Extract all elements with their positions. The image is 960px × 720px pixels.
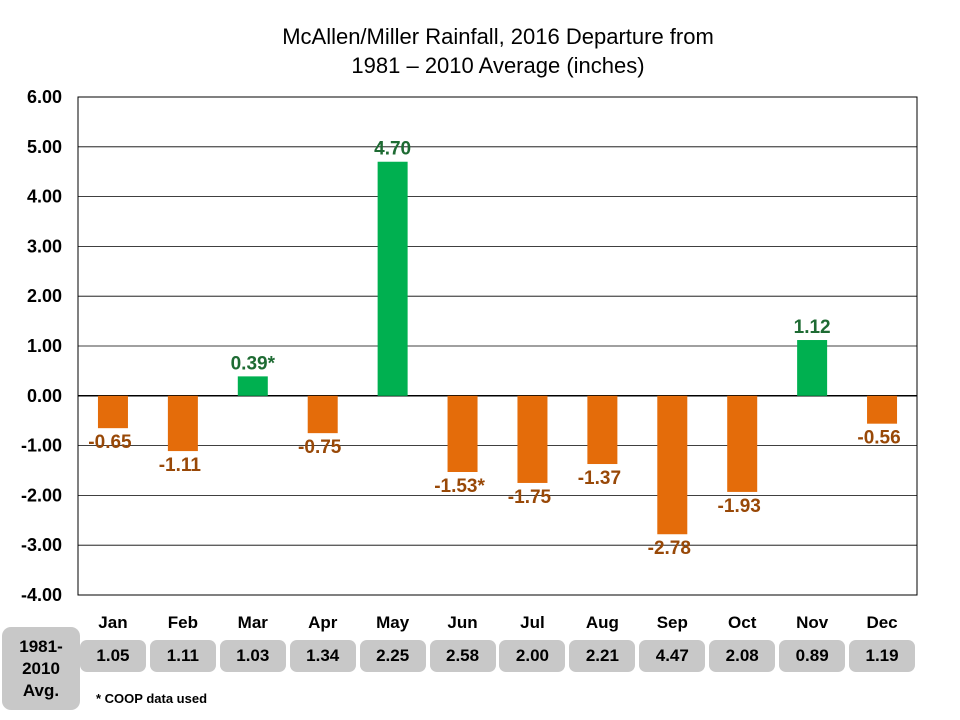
bar-nov [797,340,828,396]
average-value-oct: 2.08 [709,640,776,672]
y-tick-label: 5.00 [27,137,62,157]
month-label-jan: Jan [98,613,127,632]
data-label-dec: -0.56 [857,428,900,449]
y-tick-label: 6.00 [27,87,62,107]
bar-dec [867,395,898,424]
data-label-sep: -2.78 [648,538,691,559]
month-label-may: May [376,613,410,632]
average-value-dec: 1.19 [849,640,916,672]
title-line-2: 1981 – 2010 Average (inches) [351,53,644,78]
month-label-jul: Jul [520,613,545,632]
y-tick-label: 4.00 [27,187,62,207]
average-value-apr: 1.34 [289,640,356,672]
average-value-jul: 2.00 [499,640,566,672]
month-label-sep: Sep [657,613,688,632]
average-value-sep: 4.47 [639,640,706,672]
chart-title: McAllen/Miller Rainfall, 2016 Departure … [282,24,714,78]
bar-jun [447,395,478,472]
y-axis-ticks: 6.00 5.00 4.00 3.00 2.00 1.00 0.00 -1.00 -2.00 -3… [21,87,62,605]
average-value-jun: 2.58 [429,640,496,672]
month-label-jun: Jun [447,613,477,632]
bar-may [377,161,408,396]
month-label-oct: Oct [728,613,757,632]
month-label-dec: Dec [866,613,897,632]
bars [97,161,898,535]
y-tick-label: -3.00 [21,535,62,555]
plot-frame [77,96,918,596]
average-value-jan: 1.05 [79,640,146,672]
data-label-apr: -0.75 [298,437,342,458]
y-tick-label: -4.00 [21,585,62,605]
bar-mar [237,376,268,396]
month-label-aug: Aug [586,613,619,632]
average-value-nov: 0.89 [779,640,846,672]
data-label-feb: -1.11 [159,455,202,476]
y-tick-label: 3.00 [27,236,62,256]
y-tick-label: -2.00 [21,485,62,505]
footnote: * COOP data used [96,691,208,706]
average-row-title: 1981- 2010 Avg. [2,627,80,710]
grid-lines [77,96,918,596]
y-tick-label: -1.00 [21,436,62,456]
data-label-aug: -1.37 [578,468,621,489]
average-value-may: 2.25 [359,640,426,672]
data-label-oct: -1.93 [718,496,761,517]
data-label-jul: -1.75 [508,487,552,508]
average-value-mar: 1.03 [219,640,286,672]
month-labels: Jan Feb Mar Apr May Jun Jul Aug Sep Oct Nov Dec [98,613,897,632]
bar-apr [307,395,338,434]
bar-jan [97,395,128,429]
y-tick-label: 1.00 [27,336,62,356]
bar-oct [727,395,758,492]
bar-feb [167,395,198,452]
data-label-jan: -0.65 [88,432,132,453]
data-label-mar: 0.39* [231,353,276,374]
data-labels: -0.65 -1.11 0.39* -0.75 4.70 -1.53* -1.75 -1.37… [88,139,900,560]
month-label-apr: Apr [308,613,338,632]
average-value-feb: 1.11 [149,640,216,672]
title-line-1: McAllen/Miller Rainfall, 2016 Departure … [282,24,714,49]
bar-sep [657,395,688,535]
month-label-feb: Feb [168,613,198,632]
data-label-jun: -1.53* [434,476,485,497]
y-tick-label: 0.00 [27,386,62,406]
bar-aug [587,395,618,465]
bar-jul [517,395,548,483]
average-value-aug: 2.21 [569,640,636,672]
month-label-mar: Mar [238,613,269,632]
data-label-may: 4.70 [374,139,411,160]
y-tick-label: 2.00 [27,286,62,306]
data-label-nov: 1.12 [794,317,831,338]
month-label-nov: Nov [796,613,829,632]
